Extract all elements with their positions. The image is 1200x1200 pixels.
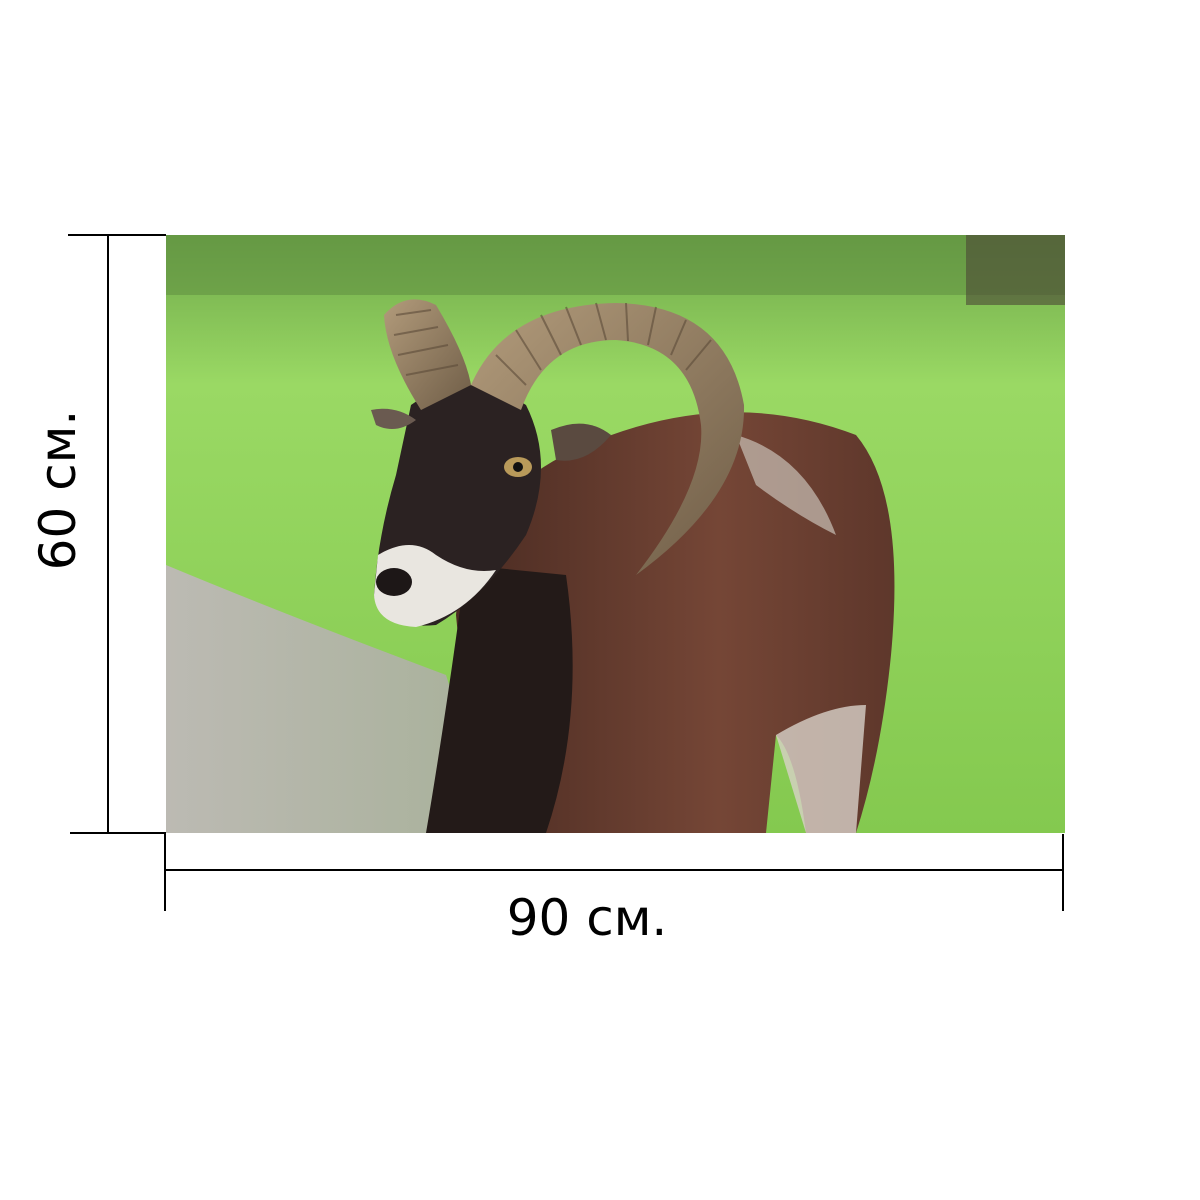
height-dimension-line bbox=[107, 235, 109, 834]
width-label: 90 см. bbox=[506, 889, 668, 947]
ram-photo bbox=[166, 235, 1065, 833]
height-tick-top bbox=[68, 234, 166, 236]
height-label: 60 см. bbox=[29, 409, 87, 571]
photo-illustration bbox=[166, 235, 1065, 833]
width-dimension-line bbox=[165, 869, 1064, 871]
height-tick-bottom bbox=[70, 832, 166, 834]
width-tick-right bbox=[1062, 834, 1064, 911]
width-tick-left bbox=[164, 834, 166, 911]
